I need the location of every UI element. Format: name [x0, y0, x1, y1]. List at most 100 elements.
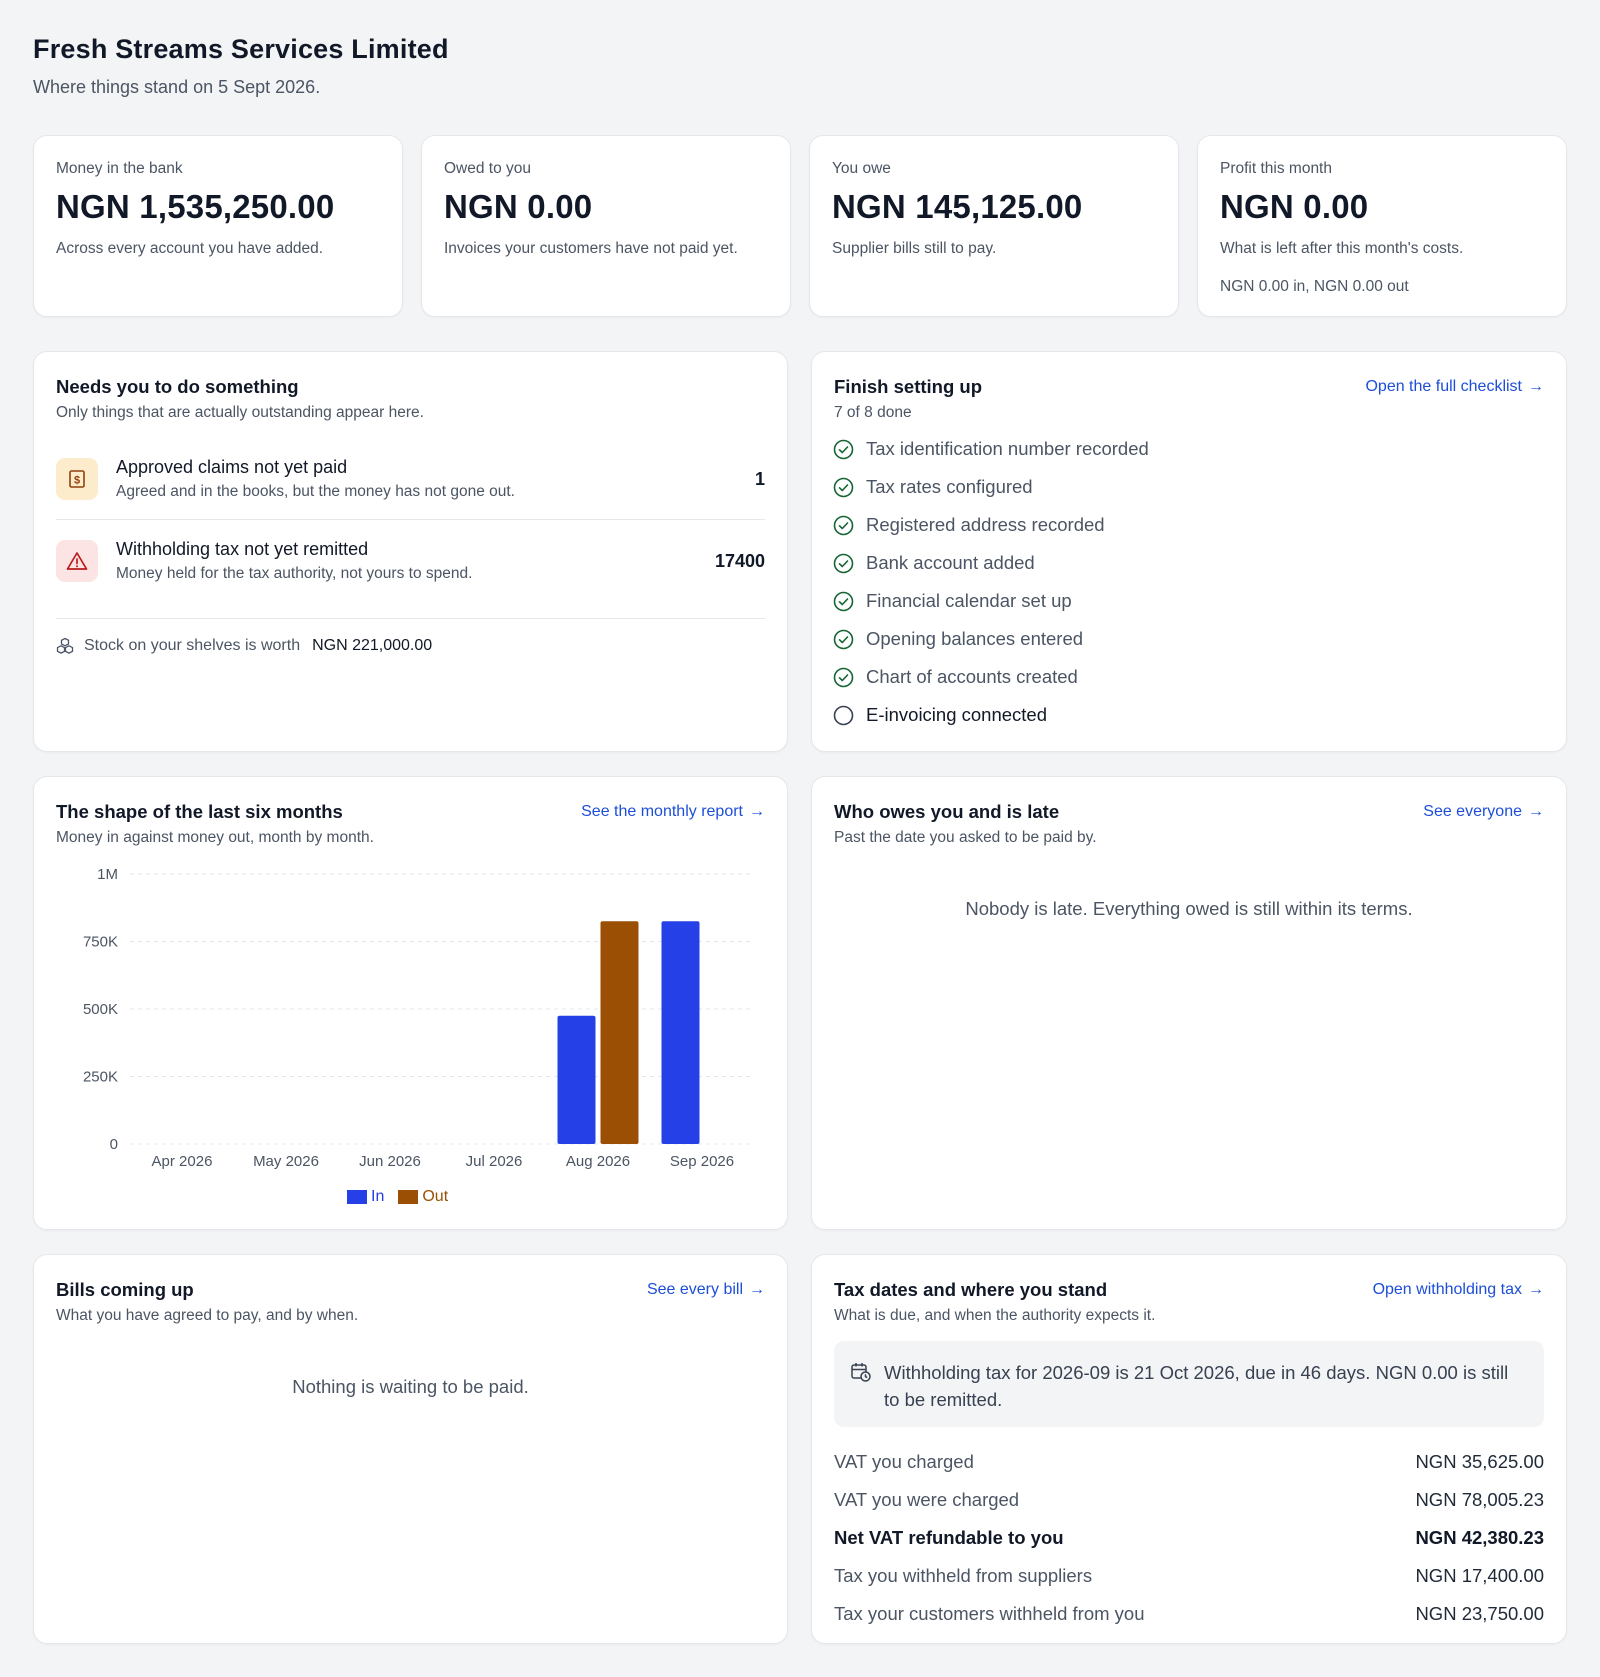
bar-in[interactable] [661, 921, 700, 1144]
page-title: Fresh Streams Services Limited [33, 34, 449, 64]
bills-panel: Bills coming up What you have agreed to … [33, 1254, 788, 1644]
bar-in[interactable] [557, 1015, 596, 1144]
tax-row: VAT you were charged NGN 78,005.23 [834, 1489, 1544, 1511]
kpi-label: Owed to you [444, 160, 532, 177]
action-count: 1 [754, 468, 765, 489]
x-tick-label: Sep 2026 [670, 1153, 734, 1170]
withholding-tax-link[interactable]: Open withholding tax → [1373, 1281, 1544, 1299]
tax-row-value: NGN 35,625.00 [1415, 1451, 1544, 1472]
tax-row-label: Tax you withheld from suppliers [834, 1565, 1093, 1586]
see-every-bill-link[interactable]: See every bill → [647, 1281, 765, 1299]
x-tick-label: Jun 2026 [359, 1153, 421, 1170]
boxes-icon [56, 637, 74, 654]
panel-title: Bills coming up [56, 1279, 194, 1300]
panel-title: Needs you to do something [56, 376, 299, 397]
panel-subtitle: Past the date you asked to be paid by. [834, 829, 1097, 846]
arrow-right-icon: → [1528, 378, 1544, 395]
checklist-item[interactable]: Bank account added [833, 552, 1035, 574]
tax-row-value: NGN 23,750.00 [1415, 1603, 1544, 1624]
kpi-value: NGN 0.00 [1220, 188, 1369, 225]
setup-panel: Finish setting up 7 of 8 done Open the f… [811, 351, 1567, 752]
divider [56, 618, 765, 619]
y-tick-label: 500K [83, 1001, 118, 1018]
checklist-item[interactable]: Chart of accounts created [833, 666, 1078, 688]
checklist-item[interactable]: Registered address recorded [833, 514, 1105, 536]
tax-row: Tax you withheld from suppliers NGN 17,40… [834, 1565, 1544, 1587]
y-tick-label: 1M [97, 866, 118, 883]
kpi-label: Money in the bank [56, 160, 183, 177]
action-title: Withholding tax not yet remitted [116, 539, 369, 559]
chart-legend: In Out [347, 1188, 462, 1206]
kpi-card-bank: Money in the bank NGN 1,535,250.00 Acros… [33, 135, 403, 317]
see-everyone-link[interactable]: See everyone → [1423, 803, 1544, 821]
kpi-value: NGN 0.00 [444, 188, 593, 225]
in-out-bar-chart: 0 250K 500K 750K 1M Apr 2026 May 2026 Jun 2026 J… [83, 866, 754, 1170]
kpi-card-owed-to-you: Owed to you NGN 0.00 Invoices your custo… [421, 135, 791, 317]
svg-text:$: $ [74, 475, 80, 487]
tax-deadline-notice: Withholding tax for 2026-09 is 21 Oct 20… [834, 1341, 1544, 1427]
legend-swatch [347, 1190, 367, 1204]
check-circle-icon [833, 477, 854, 497]
action-item-withholding[interactable]: Withholding tax not yet remitted Money h… [56, 539, 765, 583]
tax-row-value: NGN 42,380.23 [1415, 1527, 1544, 1548]
action-title: Approved claims not yet paid [116, 457, 348, 477]
notice-text: Withholding tax for 2026-09 is 21 Oct 20… [884, 1362, 1509, 1410]
tax-row-value: NGN 17,400.00 [1415, 1565, 1544, 1586]
tax-row-label: VAT you were charged [834, 1489, 1020, 1510]
checklist-item-label: Opening balances entered [866, 628, 1084, 649]
empty-circle-icon [833, 705, 854, 725]
legend-label: In [371, 1188, 385, 1205]
checklist-item-label: Chart of accounts created [866, 666, 1078, 687]
kpi-value: NGN 1,535,250.00 [56, 188, 335, 225]
legend-item[interactable]: In [347, 1188, 384, 1206]
stock-summary: Stock on your shelves is worth NGN 221,0… [56, 637, 432, 655]
checklist-item[interactable]: Financial calendar set up [833, 590, 1072, 612]
arrow-right-icon: → [1528, 1281, 1544, 1298]
kpi-label: Profit this month [1220, 160, 1332, 177]
tax-row: Net VAT refundable to you NGN 42,380.23 [834, 1527, 1544, 1549]
panel-subtitle: What you have agreed to pay, and by when… [56, 1307, 359, 1324]
legend-item[interactable]: Out [398, 1188, 448, 1206]
check-circle-icon [833, 629, 854, 649]
empty-state: Nobody is late. Everything owed is still… [965, 898, 1413, 919]
action-item-claims[interactable]: $ Approved claims not yet paid Agreed an… [56, 457, 765, 501]
tax-row-label: Tax your customers withheld from you [834, 1603, 1145, 1624]
action-desc: Agreed and in the books, but the money h… [116, 483, 515, 500]
tax-row: Tax your customers withheld from you NGN … [834, 1603, 1544, 1625]
empty-state: Nothing is waiting to be paid. [292, 1376, 529, 1397]
checklist-item[interactable]: Opening balances entered [833, 628, 1083, 650]
checklist-item[interactable]: Tax rates configured [833, 476, 1033, 498]
arrow-right-icon: → [749, 803, 765, 820]
checklist-item-label: Tax rates configured [866, 476, 1033, 497]
action-desc: Money held for the tax authority, not yo… [116, 565, 473, 582]
kpi-value: NGN 145,125.00 [832, 188, 1083, 225]
arrow-right-icon: → [749, 1281, 765, 1298]
link-label: See every bill [646, 1281, 743, 1298]
x-tick-label: May 2026 [253, 1153, 319, 1170]
checklist-item[interactable]: Tax identification number recorded [833, 438, 1149, 460]
bar-out[interactable] [600, 921, 639, 1144]
y-tick-label: 750K [83, 934, 118, 951]
panel-subtitle: Money in against money out, month by mon… [56, 829, 374, 846]
panel-subtitle: What is due, and when the authority expe… [834, 1307, 1156, 1324]
kpi-desc: What is left after this month's costs. [1220, 240, 1464, 257]
checklist-item[interactable]: E-invoicing connected [833, 704, 1047, 726]
check-circle-icon [833, 439, 854, 459]
tax-row: VAT you charged NGN 35,625.00 [834, 1451, 1544, 1473]
checklist-item-label: Tax identification number recorded [866, 438, 1149, 459]
y-tick-label: 250K [83, 1069, 118, 1086]
check-circle-icon [833, 553, 854, 573]
kpi-card-you-owe: You owe NGN 145,125.00 Supplier bills st… [809, 135, 1179, 317]
x-tick-label: Apr 2026 [152, 1153, 213, 1170]
arrow-right-icon: → [1528, 803, 1544, 820]
panel-subtitle: Only things that are actually outstandin… [56, 404, 424, 421]
legend-label: Out [422, 1188, 449, 1205]
kpi-extra: NGN 0.00 in, NGN 0.00 out [1220, 278, 1409, 295]
open-checklist-link[interactable]: Open the full checklist → [1365, 378, 1544, 396]
monthly-report-link[interactable]: See the monthly report → [581, 803, 765, 821]
link-label: See the monthly report [581, 803, 743, 820]
tax-row-value: NGN 78,005.23 [1415, 1489, 1544, 1510]
page-header: Fresh Streams Services Limited Where thi… [33, 34, 449, 98]
kpi-card-profit: Profit this month NGN 0.00 What is left … [1197, 135, 1567, 317]
checklist-item-label: Bank account added [866, 552, 1035, 573]
